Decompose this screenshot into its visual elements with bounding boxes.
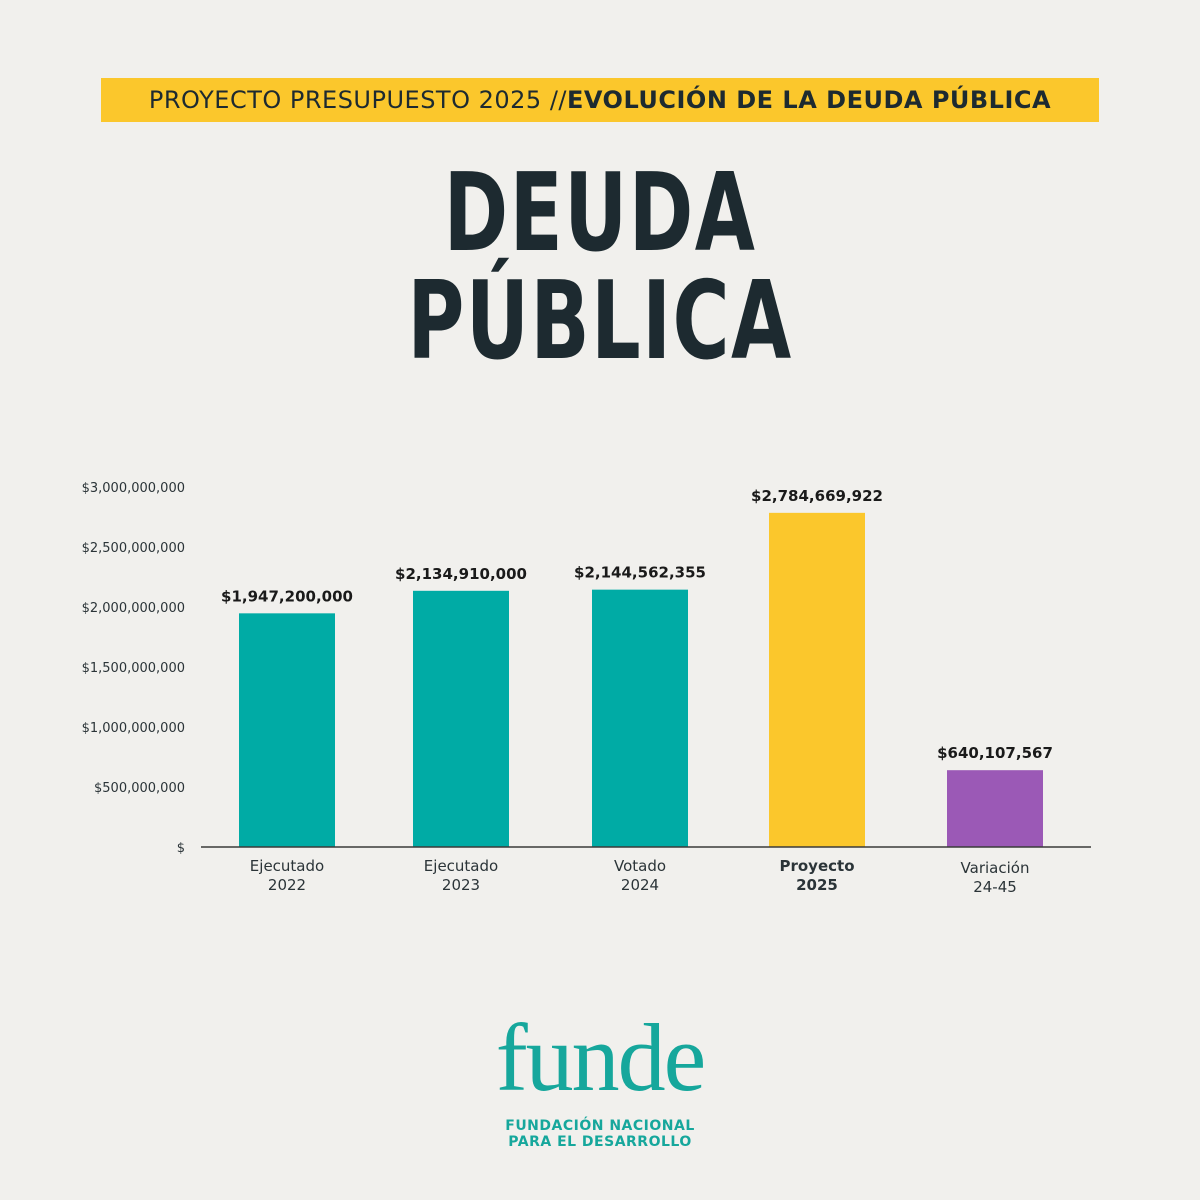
x-tick-label: Ejecutado [250,857,324,875]
x-tick-label: Variación [961,859,1030,877]
bar-value-label: $1,947,200,000 [221,587,353,605]
y-tick-label: $2,000,000,000 [82,601,185,616]
bar-value-label: $2,784,669,922 [751,487,883,505]
y-tick-label: $1,000,000,000 [82,721,185,736]
bar [769,512,865,847]
y-tick-label: $ [177,841,185,856]
y-tick-label: $500,000,000 [94,781,185,796]
y-tick-label: $3,000,000,000 [82,481,185,496]
x-tick-label: 2025 [796,876,838,894]
bar [413,590,509,847]
y-tick-label: $1,500,000,000 [82,661,185,676]
x-tick-label: Ejecutado [424,857,498,875]
x-tick-label: 2023 [442,876,480,894]
bar-value-label: $2,144,562,355 [574,564,706,582]
debt-bar-chart: $ $500,000,000 $1,000,000,000 $1,500,000,00… [82,481,1091,896]
bar [947,770,1043,847]
bar [592,589,688,847]
x-tick-label: Proyecto [779,857,854,875]
bar [239,613,335,847]
page-title-line2: PÚBLICA [407,259,793,384]
x-tick-label: 2024 [621,876,659,894]
bar-value-label: $2,134,910,000 [395,565,527,583]
logo-subtitle-line2: PARA EL DESARROLLO [508,1134,692,1150]
x-tick-label: Votado [614,857,666,875]
y-tick-label: $2,500,000,000 [82,541,185,556]
banner-bold-text: EVOLUCIÓN DE LA DEUDA PÚBLICA [567,86,1052,114]
banner-light-text: PROYECTO PRESUPUESTO 2025 // [148,86,567,114]
x-tick-label: 2022 [268,876,306,894]
logo-subtitle-line1: FUNDACIÓN NACIONAL [505,1118,695,1134]
page-title-line1: DEUDA [443,151,757,276]
x-tick-label: 24-45 [973,878,1017,896]
header-banner: PROYECTO PRESUPUESTO 2025 // EVOLUCIÓN D… [101,78,1099,122]
funde-logo: funde [495,1004,707,1111]
bar-value-label: $640,107,567 [937,744,1053,762]
